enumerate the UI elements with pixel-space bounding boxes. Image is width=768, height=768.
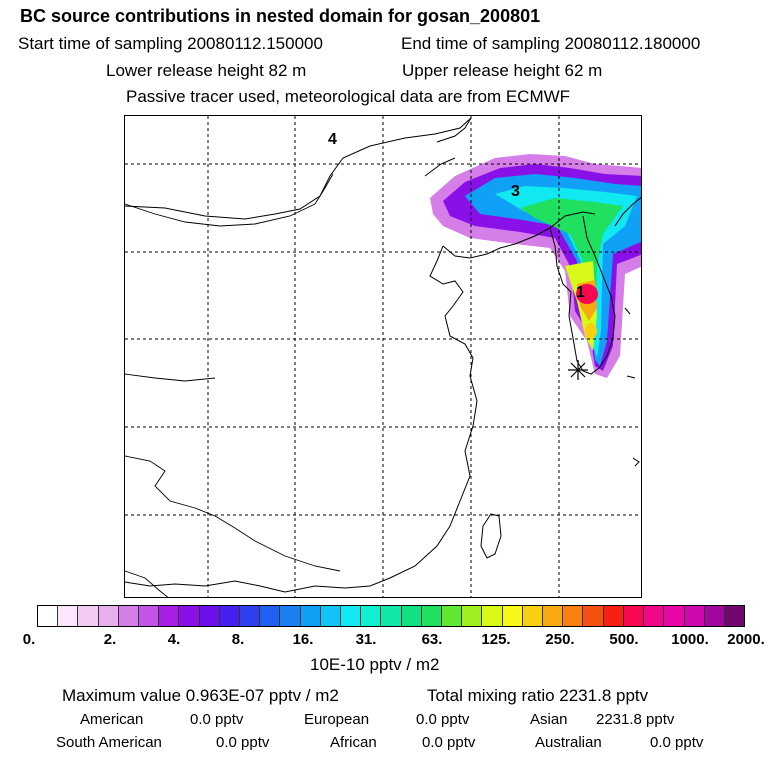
colorbar-swatch bbox=[199, 606, 220, 626]
colorbar-swatch bbox=[260, 606, 281, 626]
colorbar-tick-label: 0. bbox=[22, 631, 36, 648]
map-canvas: 4 3 1 bbox=[125, 116, 641, 597]
colorbar-swatch bbox=[98, 606, 119, 626]
colorbar-swatch bbox=[361, 606, 382, 626]
end-time-label: End time of sampling 20080112.180000 bbox=[401, 34, 701, 53]
colorbar-tick-label: 500. bbox=[609, 631, 639, 648]
colorbar-swatch bbox=[240, 606, 261, 626]
american-value: 0.0 pptv bbox=[190, 711, 244, 728]
region-label-3: 3 bbox=[511, 183, 520, 200]
coastlines bbox=[125, 117, 641, 593]
colorbar-swatch bbox=[623, 606, 645, 626]
colorbar-swatch bbox=[522, 606, 544, 626]
african-label: African bbox=[330, 734, 377, 751]
plot-title: BC source contributions in nested domain… bbox=[20, 6, 541, 26]
colorbar-swatch bbox=[280, 606, 301, 626]
colorbar-swatch bbox=[502, 606, 523, 626]
colorbar-swatch bbox=[724, 606, 745, 626]
country-borders bbox=[125, 173, 341, 597]
colorbar-swatch bbox=[341, 606, 362, 626]
european-value: 0.0 pptv bbox=[416, 711, 470, 728]
colorbar-swatch bbox=[644, 606, 665, 626]
american-label: American bbox=[80, 711, 144, 728]
maximum-value-label: Maximum value 0.963E-07 pptv / m2 bbox=[62, 686, 339, 705]
asian-value: 2231.8 pptv bbox=[596, 711, 675, 728]
south-american-label: South American bbox=[56, 734, 162, 751]
african-value: 0.0 pptv bbox=[422, 734, 476, 751]
graticule bbox=[125, 116, 641, 597]
colorbar-swatch bbox=[139, 606, 160, 626]
colorbar-swatch bbox=[179, 606, 200, 626]
region-label-1: 1 bbox=[576, 284, 585, 301]
total-mixing-ratio-label: Total mixing ratio 2231.8 pptv bbox=[427, 686, 649, 705]
colorbar-tick-label: 2000. bbox=[727, 631, 765, 648]
colorbar-swatch bbox=[462, 606, 483, 626]
colorbar-swatch bbox=[78, 606, 99, 626]
australian-value: 0.0 pptv bbox=[650, 734, 704, 751]
colorbar-tick-label: 31. bbox=[355, 631, 377, 648]
colorbar-tick-label: 250. bbox=[545, 631, 575, 648]
upper-release-height-label: Upper release height 62 m bbox=[402, 61, 603, 80]
asian-label: Asian bbox=[530, 711, 568, 728]
colorbar-swatch bbox=[401, 606, 422, 626]
colorbar-swatch bbox=[664, 606, 685, 626]
tracer-note: Passive tracer used, meteorological data… bbox=[126, 87, 571, 106]
colorbar-swatch bbox=[603, 606, 624, 626]
colorbar-swatch bbox=[320, 606, 342, 626]
colorbar-swatch bbox=[381, 606, 402, 626]
colorbar-swatch bbox=[563, 606, 584, 626]
european-label: European bbox=[304, 711, 370, 728]
region-label-4: 4 bbox=[328, 131, 337, 148]
colorbar-tick-label: 4. bbox=[167, 631, 181, 648]
colorbar-swatch bbox=[543, 606, 564, 626]
australian-label: Australian bbox=[535, 734, 602, 751]
colorbar-swatch bbox=[442, 606, 463, 626]
colorbar-swatch bbox=[219, 606, 241, 626]
colorbar-swatch bbox=[300, 606, 321, 626]
concentration-plume bbox=[430, 154, 641, 378]
colorbar-swatch bbox=[482, 606, 503, 626]
colorbar-swatch bbox=[583, 606, 604, 626]
colorbar-tick-label: 2. bbox=[103, 631, 117, 648]
start-time-label: Start time of sampling 20080112.150000 bbox=[18, 34, 323, 53]
receptor-star-icon bbox=[568, 360, 588, 380]
colorbar-units-label: 10E-10 pptv / m2 bbox=[310, 655, 440, 674]
colorbar-swatch bbox=[704, 606, 725, 626]
colorbar-swatch bbox=[58, 606, 79, 626]
colorbar-tick-label: 1000. bbox=[671, 631, 709, 648]
colorbar-tick-label: 16. bbox=[292, 631, 314, 648]
colorbar-swatch bbox=[421, 606, 443, 626]
south-american-value: 0.0 pptv bbox=[216, 734, 270, 751]
colorbar-swatch bbox=[118, 606, 140, 626]
colorbar-swatch bbox=[38, 606, 59, 626]
map-panel: 4 3 1 bbox=[124, 115, 642, 598]
colorbar-tick-label: 125. bbox=[481, 631, 511, 648]
colorbar bbox=[37, 605, 745, 627]
colorbar-tick-label: 63. bbox=[421, 631, 443, 648]
colorbar-tick-label: 8. bbox=[231, 631, 245, 648]
lower-release-height-label: Lower release height 82 m bbox=[106, 61, 307, 80]
colorbar-swatch bbox=[159, 606, 180, 626]
colorbar-swatch bbox=[684, 606, 705, 626]
